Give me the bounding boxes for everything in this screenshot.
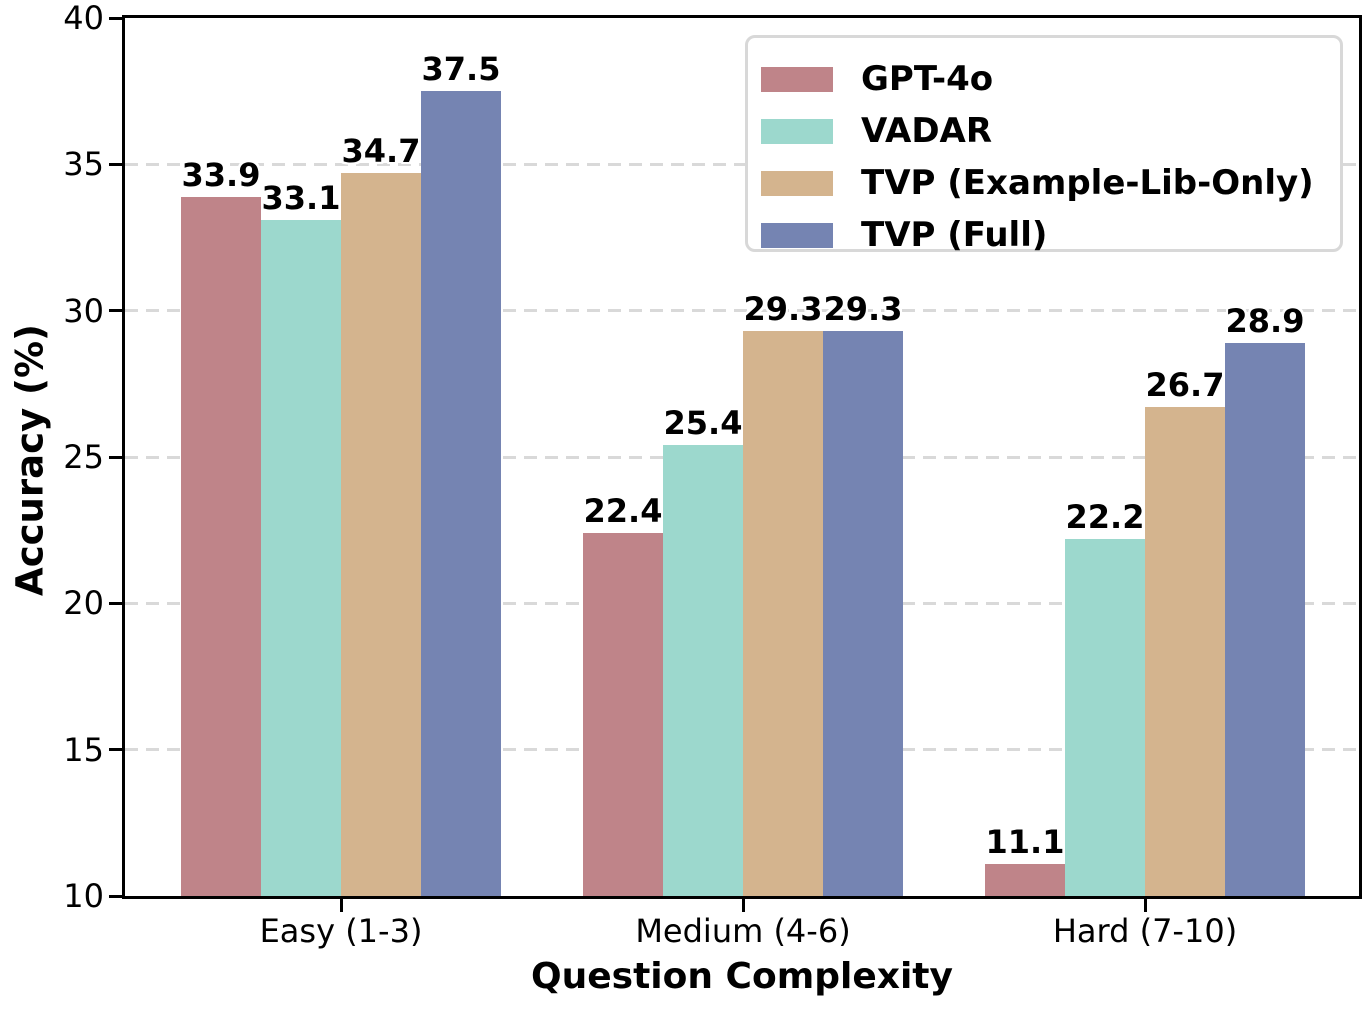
- x-tick-label: Easy (1-3): [259, 912, 423, 950]
- x-tick-mark: [339, 899, 343, 912]
- legend-item: TVP (Full): [761, 209, 1340, 261]
- gridline: [125, 162, 1359, 166]
- legend-swatch-icon: [761, 222, 833, 248]
- legend-swatch-icon: [761, 170, 833, 196]
- y-tick-label: 25: [63, 438, 104, 476]
- bar-value-label: 29.3: [743, 290, 823, 329]
- y-tick-label: 15: [63, 730, 104, 769]
- bar-tvp-full--3: [1225, 342, 1305, 896]
- legend-swatch-icon: [761, 66, 833, 92]
- bar-vadar-1: [261, 219, 341, 896]
- y-tick-mark: [109, 601, 123, 605]
- y-tick-mark: [109, 748, 123, 752]
- y-tick-label: 20: [63, 584, 104, 623]
- legend-label: VADAR: [861, 111, 993, 151]
- bar-value-label: 37.5: [421, 50, 501, 89]
- gridline: [125, 309, 1359, 313]
- y-tick-label: 40: [63, 0, 104, 37]
- bar-gpt-4o-1: [181, 196, 261, 896]
- bar-gpt-4o-2: [583, 533, 663, 896]
- legend-label: GPT-4o: [861, 59, 994, 99]
- bar-vadar-2: [663, 445, 743, 896]
- bar-value-label: 25.4: [663, 404, 743, 443]
- bar-tvp-example-lib-only--2: [743, 331, 823, 896]
- y-tick-mark: [109, 309, 123, 313]
- y-tick-mark: [109, 162, 123, 166]
- legend-item: TVP (Example-Lib-Only): [761, 157, 1340, 209]
- bar-value-label: 33.9: [181, 155, 261, 194]
- x-tick-label: Medium (4-6): [635, 912, 851, 950]
- y-tick-mark: [109, 894, 123, 898]
- y-tick-label: 30: [63, 291, 104, 330]
- bar-tvp-full--1: [421, 91, 501, 896]
- legend-swatch-icon: [761, 118, 833, 144]
- bar-value-label: 33.1: [261, 178, 341, 217]
- x-axis-title: Question Complexity: [531, 956, 953, 997]
- bar-value-label: 28.9: [1225, 301, 1305, 340]
- legend: GPT-4o VADAR TVP (Example-Lib-Only) TVP (Fu…: [745, 35, 1343, 252]
- x-tick-label: Hard (7-10): [1052, 912, 1238, 950]
- bar-tvp-example-lib-only--1: [341, 173, 421, 896]
- x-tick-mark: [1143, 899, 1147, 912]
- bar-value-label: 22.2: [1065, 497, 1145, 536]
- y-tick-mark: [109, 455, 123, 459]
- legend-label: TVP (Full): [861, 215, 1048, 255]
- legend-label: TVP (Example-Lib-Only): [861, 163, 1314, 203]
- bar-tvp-full--2: [823, 331, 903, 896]
- bar-value-label: 34.7: [341, 132, 421, 171]
- bar-value-label: 11.1: [985, 822, 1065, 861]
- y-tick-mark: [109, 16, 123, 20]
- legend-item: GPT-4o: [761, 53, 1340, 105]
- bar-vadar-3: [1065, 538, 1145, 896]
- legend-item: VADAR: [761, 105, 1340, 157]
- bar-value-label: 22.4: [583, 492, 663, 531]
- bar-tvp-example-lib-only--3: [1145, 407, 1225, 896]
- bar-value-label: 29.3: [823, 290, 903, 329]
- y-tick-label: 10: [63, 877, 104, 915]
- bar-gpt-4o-3: [985, 863, 1065, 896]
- x-tick-mark: [741, 899, 745, 912]
- bar-value-label: 26.7: [1145, 366, 1225, 405]
- y-tick-label: 35: [63, 145, 104, 184]
